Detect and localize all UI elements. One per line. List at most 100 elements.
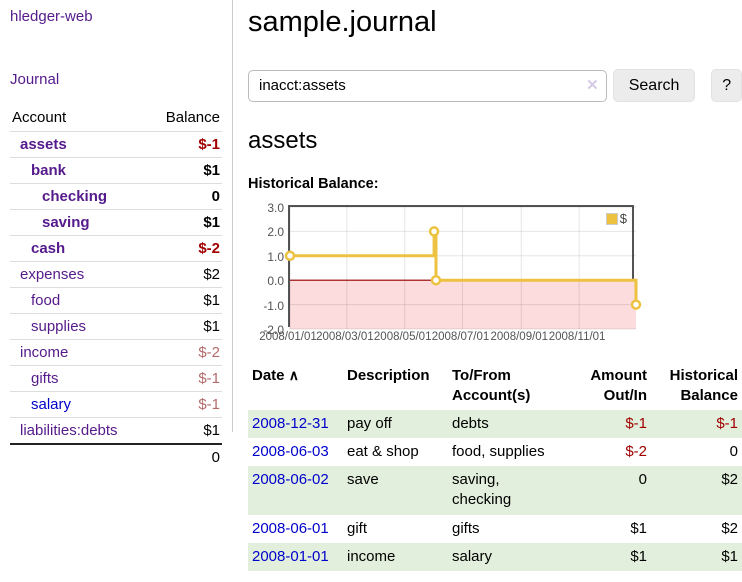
transaction-description: income	[347, 547, 396, 565]
accounts-header-account: Account	[12, 109, 67, 126]
transaction-description: gift	[347, 519, 368, 537]
x-tick-label: 2008/01/01	[259, 331, 317, 343]
account-link-gifts[interactable]: gifts	[31, 370, 59, 387]
y-tick-label: -1.0	[263, 298, 284, 313]
transaction-amount: 0	[638, 471, 647, 488]
account-balance: $1	[147, 313, 222, 340]
sidebar-nav: Journal	[10, 71, 222, 88]
page-title: sample.journal	[248, 6, 437, 38]
account-row: income $-2	[10, 339, 222, 366]
register-row: 2008-06-02 save saving, checking 0 $2	[248, 466, 742, 515]
x-tick-label: 2008/11/01	[548, 331, 606, 343]
transaction-balance: $-1	[716, 414, 738, 432]
transaction-description: save	[347, 471, 379, 488]
brand-link[interactable]: hledger-web	[10, 8, 93, 25]
account-row: liabilities:debts $1	[10, 417, 222, 444]
account-balance: $2	[147, 261, 222, 288]
search-form: ✕ Search ?	[248, 69, 742, 102]
chart-x-axis-labels: 2008/01/01 2008/03/01 2008/05/01 2008/07/01…	[259, 329, 634, 347]
transaction-date-link[interactable]: 2008-06-01	[252, 519, 329, 537]
transaction-accounts: saving, checking	[452, 471, 512, 509]
transaction-amount: $-1	[625, 414, 647, 432]
y-tick-label: 2.0	[267, 225, 284, 240]
account-balance: $1	[147, 157, 222, 184]
transaction-balance: $2	[721, 519, 738, 537]
account-balance: $1	[147, 209, 222, 236]
account-row: checking 0	[10, 183, 222, 210]
account-balance: $-1	[147, 131, 222, 158]
transaction-date-link[interactable]: 2008-12-31	[252, 414, 329, 432]
account-balance: $1	[147, 417, 222, 444]
account-row: saving $1	[10, 209, 222, 236]
sort-ascending-icon: ∧	[288, 367, 299, 383]
legend-label: $	[619, 211, 627, 226]
account-row: supplies $1	[10, 313, 222, 340]
transaction-date-link[interactable]: 2008-06-03	[252, 442, 329, 460]
register-row: 2008-06-03 eat & shop food, supplies $-2…	[248, 438, 742, 466]
x-tick-label: 2008/03/01	[316, 331, 374, 343]
account-row: bank $1	[10, 157, 222, 184]
account-link-income[interactable]: income	[20, 344, 69, 361]
accounts-header-balance: Balance	[165, 109, 220, 126]
transaction-amount: $1	[630, 547, 647, 565]
account-row: gifts $-1	[10, 365, 222, 392]
register-row: 2008-01-01 income salary $1 $1	[248, 542, 742, 571]
account-row: cash $-2	[10, 235, 222, 262]
register-table: Date ∧ Description To/From Account(s) Am…	[248, 363, 742, 571]
chart-legend: $	[603, 210, 629, 227]
register-header-amount: Amount Out/In	[590, 367, 647, 405]
account-link-salary[interactable]: salary	[31, 396, 72, 413]
y-tick-label: 3.0	[267, 201, 284, 215]
account-row: food $1	[10, 287, 222, 314]
accounts-table: Account Balance assets $-1 bank $1 check…	[10, 106, 222, 470]
account-balance: $-1	[147, 365, 222, 392]
date-header-label: Date	[252, 367, 285, 384]
account-link-liabilities-debts[interactable]: liabilities:debts	[20, 422, 118, 439]
accounts-total: 0	[147, 443, 222, 470]
account-balance: $1	[147, 287, 222, 314]
transaction-accounts: salary	[452, 547, 493, 565]
transaction-balance: 0	[729, 442, 738, 460]
transaction-description: pay off	[347, 414, 392, 432]
register-header-balance: Historical Balance	[669, 367, 738, 405]
sidebar: hledger-web Journal Account Balance asse…	[0, 0, 233, 470]
y-tick-label: 1.0	[267, 249, 284, 264]
help-button[interactable]: ?	[711, 69, 742, 102]
transaction-date-link[interactable]: 2008-06-02	[252, 471, 329, 488]
register-header-accounts: To/From Account(s)	[452, 367, 531, 405]
account-link-food[interactable]: food	[31, 292, 61, 309]
account-link-bank[interactable]: bank	[31, 162, 67, 179]
account-balance: $-2	[147, 339, 222, 366]
transaction-accounts: debts	[452, 414, 489, 432]
account-link-saving[interactable]: saving	[42, 214, 90, 231]
transaction-amount: $-2	[625, 442, 647, 460]
account-link-checking[interactable]: checking	[42, 188, 108, 205]
register-row: 2008-12-31 pay off debts $-1 $-1	[248, 409, 742, 438]
transaction-accounts: gifts	[452, 519, 480, 537]
search-input[interactable]	[248, 69, 607, 102]
account-link-supplies[interactable]: supplies	[31, 318, 87, 335]
register-row: 2008-06-01 gift gifts $1 $2	[248, 515, 742, 543]
chart-y-axis-labels: 3.0 2.0 1.0 0.0 -1.0 -2.0	[248, 201, 284, 337]
account-link-expenses[interactable]: expenses	[20, 266, 85, 283]
account-link-assets[interactable]: assets	[20, 136, 67, 153]
transaction-description: eat & shop	[347, 442, 419, 460]
account-heading: assets	[248, 127, 318, 154]
x-tick-label: 2008/07/01	[431, 331, 490, 343]
transaction-date-link[interactable]: 2008-01-01	[252, 547, 329, 565]
transaction-balance: $1	[721, 547, 738, 565]
chart-plot-area: 3.0 2.0 1.0 0.0 -1.0 -2.0 $	[263, 201, 642, 337]
nav-journal-link[interactable]: Journal	[10, 71, 60, 88]
x-tick-label: 2008/05/01	[373, 331, 432, 343]
x-tick-label: 2008/09/01	[490, 331, 549, 343]
clear-search-icon[interactable]: ✕	[586, 76, 599, 94]
register-header-description: Description	[347, 367, 430, 384]
account-row: expenses $2	[10, 261, 222, 288]
accounts-header-row: Account Balance	[10, 106, 222, 132]
legend-swatch-icon	[605, 212, 618, 225]
account-link-cash[interactable]: cash	[31, 240, 66, 257]
search-button[interactable]: Search	[612, 69, 696, 102]
account-balance: $-2	[147, 235, 222, 262]
historical-balance-chart: 3.0 2.0 1.0 0.0 -1.0 -2.0 $ 2008/01/01 2008/03…	[259, 201, 642, 347]
chart-title: Historical Balance:	[248, 176, 379, 192]
